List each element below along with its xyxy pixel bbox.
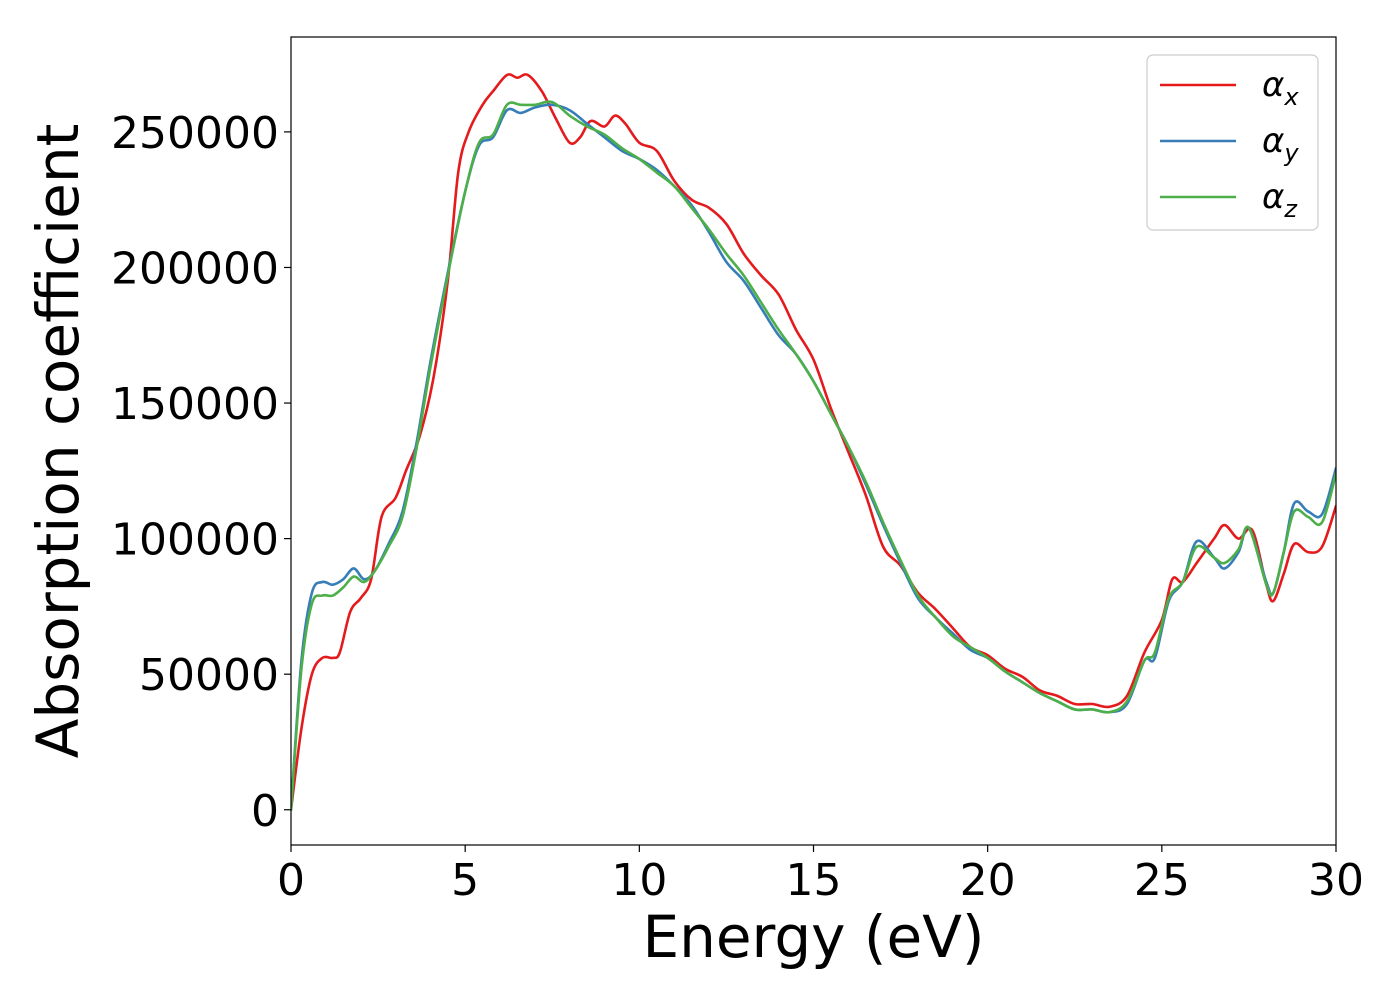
legend-entry-y: αy	[1262, 121, 1299, 167]
legend: αx αy αz	[1146, 54, 1319, 231]
y-tick-label: 150000	[111, 379, 279, 430]
x-axis-label: Energy (eV)	[642, 903, 984, 971]
y-axis-label: Absorption coefficient	[24, 124, 92, 759]
y-tick-label: 100000	[111, 515, 279, 566]
x-tick-label: 5	[451, 855, 479, 906]
y-tick-label: 250000	[111, 108, 279, 159]
x-tick-label: 30	[1308, 855, 1364, 906]
y-tick-label: 50000	[139, 650, 279, 701]
y-tick-label: 200000	[111, 243, 279, 294]
series-line-x	[291, 73, 1336, 812]
x-tick-label: 0	[277, 855, 305, 906]
legend-box	[1146, 54, 1319, 231]
x-tick-label: 20	[960, 855, 1016, 906]
y-tick-label: 0	[251, 786, 279, 837]
series-layer	[291, 73, 1336, 812]
x-tick-label: 10	[611, 855, 667, 906]
series-line-z	[291, 100, 1336, 812]
legend-entry-x: αx	[1262, 65, 1299, 111]
x-tick-label: 15	[786, 855, 842, 906]
x-tick-label: 25	[1134, 855, 1190, 906]
ticks-layer: 0 5 10 15 20 25 30 0 50000 100000 150000 200000 2500…	[111, 108, 1364, 906]
legend-entry-z: αz	[1262, 177, 1298, 223]
